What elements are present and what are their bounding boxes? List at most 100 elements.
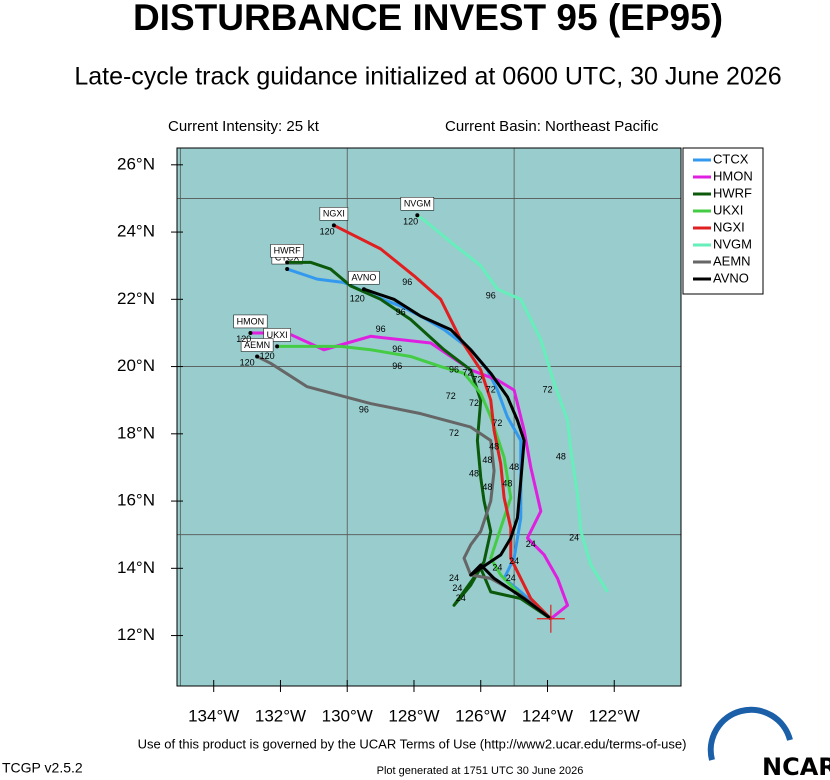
- y-tick-label: 26°N: [117, 154, 155, 173]
- x-tick-label: 124°W: [522, 706, 573, 725]
- track-end: [331, 223, 336, 228]
- track-label: NGXI: [323, 209, 345, 219]
- track: [256, 355, 552, 620]
- hour-label: 96: [449, 364, 459, 374]
- legend-label: AEMN: [713, 253, 751, 268]
- y-tick-label: 24°N: [117, 222, 155, 241]
- hour-label: 24: [509, 556, 519, 566]
- hour-label: 96: [396, 307, 406, 317]
- hour-label: 72: [472, 374, 482, 384]
- legend-box: [682, 147, 764, 295]
- track: [277, 344, 552, 620]
- hour-label: 72: [492, 418, 502, 428]
- legend-label: AVNO: [713, 270, 749, 285]
- y-tick-label: 18°N: [117, 423, 155, 442]
- hour-label: 24: [526, 539, 536, 549]
- track-label: AEMN: [244, 340, 270, 350]
- generated-note: Plot generated at 1751 UTC 30 June 2026: [377, 765, 584, 777]
- hour-label: 72: [469, 398, 479, 408]
- x-tick-label: 134°W: [188, 706, 239, 725]
- chart-title: DISTURBANCE INVEST 95 (EP95): [133, 0, 723, 38]
- basin-note: Current Basin: Northeast Pacific: [445, 118, 659, 135]
- chart-subtitle: Late-cycle track guidance initialized at…: [74, 63, 781, 91]
- track-label: AVNO: [351, 273, 376, 283]
- y-tick-label: 14°N: [117, 558, 155, 577]
- hour-label: 96: [402, 277, 412, 287]
- track-end: [285, 267, 290, 272]
- hour-label: 96: [359, 405, 369, 415]
- track-end: [361, 287, 366, 292]
- track: [416, 214, 609, 593]
- hour-label: 48: [482, 482, 492, 492]
- hour-label: 120: [320, 226, 335, 236]
- legend-label: UKXI: [713, 202, 743, 217]
- hour-label: 96: [392, 361, 402, 371]
- logo: NCAR: [762, 753, 830, 780]
- hour-label: 48: [469, 469, 479, 479]
- hour-label: 24: [456, 593, 466, 603]
- hour-label: 96: [392, 344, 402, 354]
- legend-label: CTCX: [713, 151, 749, 166]
- terms-note: Use of this product is governed by the U…: [138, 736, 687, 751]
- y-tick-label: 20°N: [117, 356, 155, 375]
- x-tick-label: 130°W: [322, 706, 373, 725]
- y-tick-label: 22°N: [117, 289, 155, 308]
- track-label-box: [233, 314, 268, 329]
- hour-label: 48: [509, 462, 519, 472]
- track-label: UKXI: [267, 330, 288, 340]
- hour-label: 120: [260, 351, 275, 361]
- hour-label: 48: [556, 452, 566, 462]
- hour-label: 72: [446, 391, 456, 401]
- track-label: HWRF: [274, 246, 301, 256]
- x-tick-label: 122°W: [589, 706, 640, 725]
- track-label: NVGM: [404, 199, 431, 209]
- hour-label: 24: [569, 532, 579, 542]
- legend-label: NGXI: [713, 219, 745, 234]
- legend-label: HWRF: [713, 185, 752, 200]
- version-note: TCGP v2.5.2: [2, 760, 83, 776]
- x-tick-label: 128°W: [388, 706, 439, 725]
- hour-label: 96: [486, 290, 496, 300]
- x-tick-label: 126°W: [455, 706, 506, 725]
- track-label-box: [319, 207, 349, 221]
- hour-label: 24: [449, 573, 459, 583]
- hour-label: 120: [240, 358, 255, 368]
- hour-label: 96: [376, 324, 386, 334]
- x-tick-label: 132°W: [255, 706, 306, 725]
- track-end: [415, 213, 420, 218]
- track-label-box: [348, 270, 380, 285]
- track-label-box: [263, 328, 291, 342]
- hour-label: 48: [489, 442, 499, 452]
- hour-label: 120: [350, 294, 365, 304]
- hour-label: 120: [403, 216, 418, 226]
- legend-label: NVGM: [713, 236, 752, 251]
- track-end: [248, 330, 253, 335]
- intensity-note: Current Intensity: 25 kt: [168, 118, 320, 135]
- hour-label: 24: [506, 573, 516, 583]
- track-end: [275, 344, 280, 349]
- track: [363, 287, 552, 620]
- hour-label: 72: [486, 384, 496, 394]
- hour-label: 24: [492, 563, 502, 573]
- y-tick-label: 12°N: [117, 625, 155, 644]
- track-end: [255, 354, 260, 359]
- hour-label: 72: [542, 384, 552, 394]
- track: [250, 331, 570, 620]
- hour-label: 72: [449, 428, 459, 438]
- legend-label: HMON: [713, 168, 753, 183]
- track-label-box: [400, 197, 435, 211]
- track-label-box: [240, 338, 274, 352]
- hour-label: 48: [482, 455, 492, 465]
- track-end: [285, 260, 290, 265]
- track-label: HMON: [237, 316, 265, 326]
- logo-arc: [707, 706, 793, 761]
- track: [333, 223, 552, 620]
- track-label-box: [270, 244, 304, 258]
- plot-frame: [176, 147, 682, 687]
- y-tick-label: 16°N: [117, 491, 155, 510]
- hour-label: 120: [236, 334, 251, 344]
- hour-label: 24: [452, 583, 462, 593]
- hour-label: 72: [462, 368, 472, 378]
- hour-label: 48: [502, 479, 512, 489]
